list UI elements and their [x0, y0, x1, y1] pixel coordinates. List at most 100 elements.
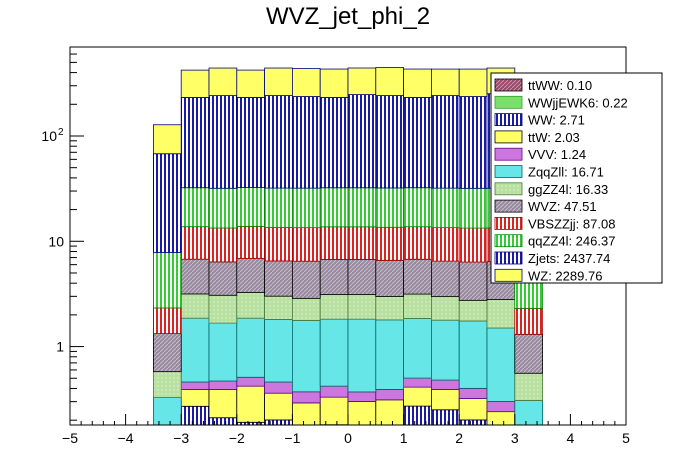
bar-WVZ-bin-8: [375, 259, 404, 297]
bar-WZ-bin-1: [180, 69, 210, 98]
bar-VVV-bin-1: [180, 381, 210, 390]
bar-VBSZZjj-bin-0: [152, 307, 182, 335]
bar-ZqqZll-bin-7: [347, 318, 377, 393]
bar-ZqqZll-bin-6: [319, 318, 349, 387]
bar-VBSZZjj-bin-5: [291, 227, 321, 262]
bar-VBSZZjj-bin-9: [403, 226, 432, 260]
bar-WZ-bin-4: [264, 67, 293, 96]
bar-WVZ-bin-7: [347, 259, 377, 295]
bar-qqZZ4l-bin-3: [236, 187, 266, 227]
legend-label-ttW: ttW: 2.03: [528, 130, 580, 145]
bar-ggZZ4l-bin-10: [430, 296, 460, 321]
bar-VVV-bin-5: [291, 391, 321, 404]
bar-Zjets-bin-4: [264, 95, 293, 189]
x-tick-label: 2: [455, 430, 463, 446]
legend-label-WWjjEWK6: WWjjEWK6: 0.22: [528, 95, 628, 110]
bar-Zjets-bin-5: [291, 96, 321, 189]
legend-swatch-WWjjEWK6: [494, 95, 523, 109]
legend-swatch-qqZZ4l: [494, 234, 523, 248]
bar-ZqqZll-bin-2: [208, 322, 238, 382]
series-ttW: [180, 385, 516, 426]
series-WVZ: [152, 258, 543, 374]
y-tick-label: 10: [41, 128, 57, 144]
bar-WZ-bin-10: [430, 68, 460, 96]
bar-WZ-bin-9: [403, 68, 432, 98]
legend-swatch-WZ: [494, 268, 523, 282]
bar-ttW-bin-1: [180, 389, 210, 407]
bar-ggZZ4l-bin-6: [319, 294, 349, 320]
bar-VBSZZjj-bin-7: [347, 226, 377, 260]
bar-WVZ-bin-6: [319, 259, 349, 295]
legend-swatch-ttW: [494, 130, 523, 144]
legend-label-ZqqZll: ZqqZll: 16.71: [528, 165, 604, 180]
x-tick-label: −1: [284, 430, 300, 446]
bar-ttW-bin-6: [319, 396, 349, 426]
x-tick-label: −5: [62, 430, 78, 446]
bar-ttW-bin-3: [236, 385, 266, 423]
bar-ttW-bin-7: [347, 401, 377, 426]
bar-qqZZ4l-bin-10: [430, 187, 460, 229]
bar-ZqqZll-bin-13: [514, 400, 543, 426]
legend-label-WW: WW: 2.71: [528, 113, 585, 128]
bar-WVZ-bin-9: [403, 258, 432, 295]
bar-ZqqZll-bin-9: [403, 318, 432, 379]
bar-VBSZZjj-bin-10: [430, 227, 460, 262]
bar-Zjets-bin-7: [347, 94, 377, 189]
bar-ggZZ4l-bin-1: [180, 293, 210, 319]
legend-label-qqZZ4l: qqZZ4l: 246.37: [528, 234, 615, 249]
bar-WW-bin-1: [180, 405, 210, 426]
bar-VVV-bin-4: [264, 381, 293, 394]
bar-qqZZ4l-bin-1: [180, 187, 210, 228]
bar-VBSZZjj-bin-11: [458, 227, 488, 263]
bar-WW-bin-4: [264, 419, 293, 426]
y-tick-label: 10: [48, 233, 64, 249]
bar-WVZ-bin-5: [291, 260, 321, 299]
x-axis: −5 −4 −3 −2 −1 0 1 2 3 4 5: [62, 414, 630, 446]
x-tick-label: −3: [173, 430, 189, 446]
bar-ttW-bin-8: [375, 399, 404, 426]
bar-Zjets-bin-10: [430, 95, 460, 189]
legend-label-WVZ: WVZ: 47.51: [528, 199, 597, 214]
bar-VVV-bin-9: [403, 377, 432, 388]
bar-ZqqZll-bin-12: [486, 327, 516, 402]
bar-WZ-bin-11: [458, 68, 488, 97]
bar-ttW-bin-4: [264, 392, 293, 421]
series-ZqqZll: [152, 317, 543, 426]
x-tick-label: 0: [344, 430, 352, 446]
bar-ttW-bin-11: [458, 398, 488, 421]
bar-Zjets-bin-6: [319, 97, 349, 189]
bar-WVZ-bin-1: [180, 258, 210, 295]
bar-Zjets-bin-3: [236, 97, 266, 188]
bar-ggZZ4l-bin-5: [291, 297, 321, 321]
legend-swatch-ZqqZll: [494, 165, 523, 178]
bar-WZ-bin-3: [236, 69, 266, 98]
bar-VVV-bin-8: [375, 389, 404, 401]
bar-VBSZZjj-bin-13: [514, 307, 543, 335]
bar-qqZZ4l-bin-7: [347, 187, 377, 228]
bar-VVV-bin-7: [347, 391, 377, 402]
bar-WW-bin-9: [403, 405, 432, 426]
bar-ttW-bin-2: [208, 389, 238, 419]
bar-VBSZZjj-bin-6: [319, 226, 349, 260]
x-tick-label: 3: [511, 430, 519, 446]
bar-qqZZ4l-bin-0: [152, 252, 182, 309]
legend-swatch-WVZ: [494, 199, 523, 213]
bar-Zjets-bin-1: [180, 97, 210, 189]
bar-qqZZ4l-bin-4: [264, 187, 293, 228]
bar-WVZ-bin-2: [208, 261, 238, 296]
legend-label-WZ: WZ: 2289.76: [528, 268, 602, 283]
y-tick-exponent: 2: [58, 127, 64, 138]
bar-ggZZ4l-bin-9: [403, 293, 432, 319]
bar-qqZZ4l-bin-5: [291, 187, 321, 229]
bar-ggZZ4l-bin-11: [458, 299, 488, 322]
bar-Zjets-bin-11: [458, 96, 488, 189]
bar-WVZ-bin-11: [458, 261, 488, 301]
legend-swatch-WW: [494, 113, 523, 126]
bar-ttW-bin-10: [430, 389, 460, 411]
bar-VBSZZjj-bin-3: [236, 225, 266, 259]
legend-label-ggZZ4l: ggZZ4l: 16.33: [528, 182, 608, 197]
bar-ZqqZll-bin-1: [180, 317, 210, 383]
bar-WVZ-bin-4: [264, 260, 293, 297]
bar-WZ-bin-5: [291, 68, 321, 97]
bar-ggZZ4l-bin-12: [486, 299, 516, 329]
